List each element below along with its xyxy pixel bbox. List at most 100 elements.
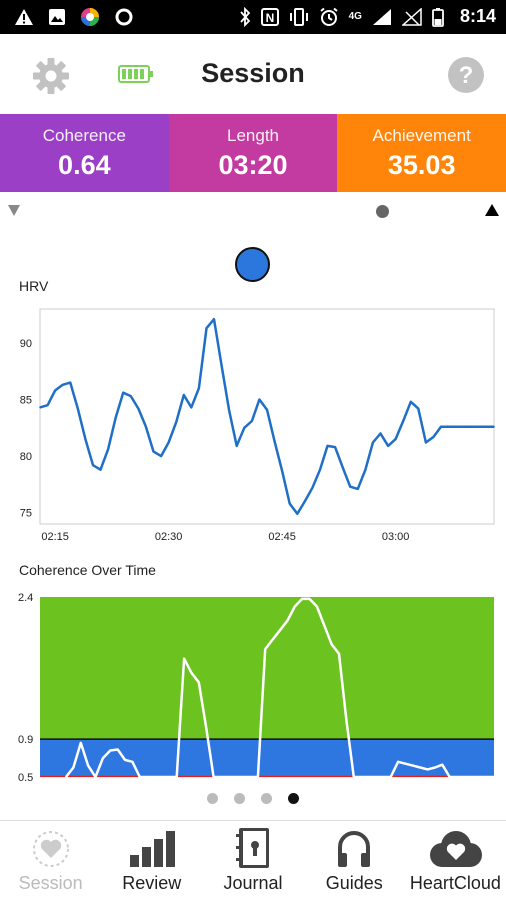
achievement-stat: Achievement 35.03	[337, 114, 506, 192]
coherence-point	[205, 726, 208, 729]
coherence-point	[94, 776, 97, 778]
system-icons: N 4G 8:14	[239, 6, 496, 27]
hrv-point	[77, 407, 79, 410]
page-dot[interactable]	[288, 793, 299, 804]
coherence-point	[456, 776, 458, 778]
hrv-point	[319, 468, 321, 471]
y-tick-label: 75	[20, 508, 32, 520]
heart-cloud-icon	[430, 831, 483, 867]
coherence-point	[448, 776, 451, 778]
hrv-point	[387, 445, 389, 447]
hrv-point	[296, 513, 299, 515]
y-tick-label: 90	[20, 338, 32, 350]
coherence-point	[382, 776, 385, 778]
clock: 8:14	[459, 6, 496, 26]
stat-value: 35.03	[387, 150, 456, 180]
coherence-point	[375, 776, 377, 778]
help-icon[interactable]: ?	[447, 56, 485, 94]
coherence-level-markers	[0, 196, 506, 226]
coherence-point	[279, 629, 281, 631]
coherence-point	[478, 776, 481, 778]
coherence-point	[183, 657, 185, 660]
hrv-point	[54, 389, 56, 392]
hrv-point	[99, 468, 102, 471]
pacer-ball	[235, 247, 270, 282]
hrv-point	[61, 384, 64, 386]
nav-item-heartcloud[interactable]: HeartCloud	[405, 821, 506, 900]
hrv-point	[114, 416, 117, 419]
hrv-point	[92, 464, 94, 466]
hrv-point	[357, 488, 359, 490]
hrv-point	[69, 381, 72, 384]
hrv-point	[470, 425, 473, 428]
nav-item-session[interactable]: Session	[0, 821, 101, 900]
hrv-point	[137, 407, 140, 410]
coherence-point	[301, 598, 303, 600]
nav-item-guides[interactable]: Guides	[304, 821, 405, 900]
hrv-chart: 75 80 85 90 02:15 02:30 02:45 03:00	[20, 308, 495, 543]
hrv-point	[228, 410, 230, 412]
page-dot[interactable]	[261, 793, 272, 804]
hrv-point	[455, 425, 457, 428]
coherence-point	[124, 759, 126, 761]
zone-high	[40, 597, 494, 740]
zone-medium	[40, 739, 494, 776]
coherence-point	[316, 605, 318, 608]
y-tick-label: 80	[20, 451, 32, 463]
hrv-point	[152, 450, 155, 453]
nav-item-review[interactable]: Review	[101, 821, 202, 900]
coherence-point	[146, 776, 148, 778]
hrv-point	[334, 446, 336, 448]
nav-label: Session	[18, 873, 83, 893]
level-dot-icon	[376, 205, 389, 218]
coherence-point	[345, 719, 348, 721]
alarm-icon	[319, 7, 338, 26]
coherence-point	[286, 619, 289, 622]
svg-text:N: N	[265, 11, 274, 25]
hrv-point	[364, 468, 367, 471]
signal-icon	[372, 8, 391, 25]
wifi-off-icon	[401, 7, 422, 26]
hrv-point	[243, 427, 246, 429]
hrv-point	[417, 407, 420, 410]
headphones-icon	[338, 831, 371, 867]
coherence-stat: Coherence 0.64	[0, 114, 169, 192]
coherence-point	[463, 776, 466, 778]
coherence-point	[212, 776, 215, 778]
hrv-point	[440, 425, 442, 428]
coherence-point	[441, 763, 444, 766]
hrv-point	[341, 466, 344, 469]
coherence-point	[87, 764, 89, 767]
coherence-point	[412, 764, 414, 767]
coherence-point	[360, 776, 362, 778]
zone-low	[40, 775, 494, 778]
coherence-point	[242, 776, 244, 778]
hrv-point	[447, 425, 450, 428]
coherence-point	[397, 761, 399, 763]
session-stats: Coherence 0.64 Length 03:20 Achievement …	[0, 114, 506, 192]
y-tick-label: 0.5	[18, 772, 33, 784]
hrv-point	[311, 486, 314, 489]
page-indicator	[0, 793, 506, 807]
hrv-point	[349, 485, 352, 488]
x-tick-label: 03:00	[382, 531, 410, 543]
hrv-point	[258, 398, 261, 401]
stat-label: Achievement	[372, 126, 471, 145]
page-dot[interactable]	[207, 793, 218, 804]
coherence-point	[338, 653, 340, 655]
page-dot[interactable]	[234, 793, 245, 804]
bottom-navigation: Session Review Journal	[0, 820, 506, 900]
hrv-point	[266, 408, 268, 411]
coherence-point	[153, 776, 156, 778]
nav-label: Journal	[223, 873, 283, 893]
hrv-chart-title: HRV	[19, 278, 49, 294]
hrv-point	[213, 318, 215, 320]
gear-icon[interactable]	[31, 56, 71, 96]
sensor-battery-icon[interactable]	[118, 64, 154, 84]
nav-item-journal[interactable]: Journal	[202, 821, 303, 900]
coherence-point	[293, 605, 296, 608]
coherence-point	[234, 776, 237, 778]
coherence-point	[131, 761, 134, 763]
hrv-point	[167, 441, 170, 444]
hrv-point	[84, 438, 87, 440]
